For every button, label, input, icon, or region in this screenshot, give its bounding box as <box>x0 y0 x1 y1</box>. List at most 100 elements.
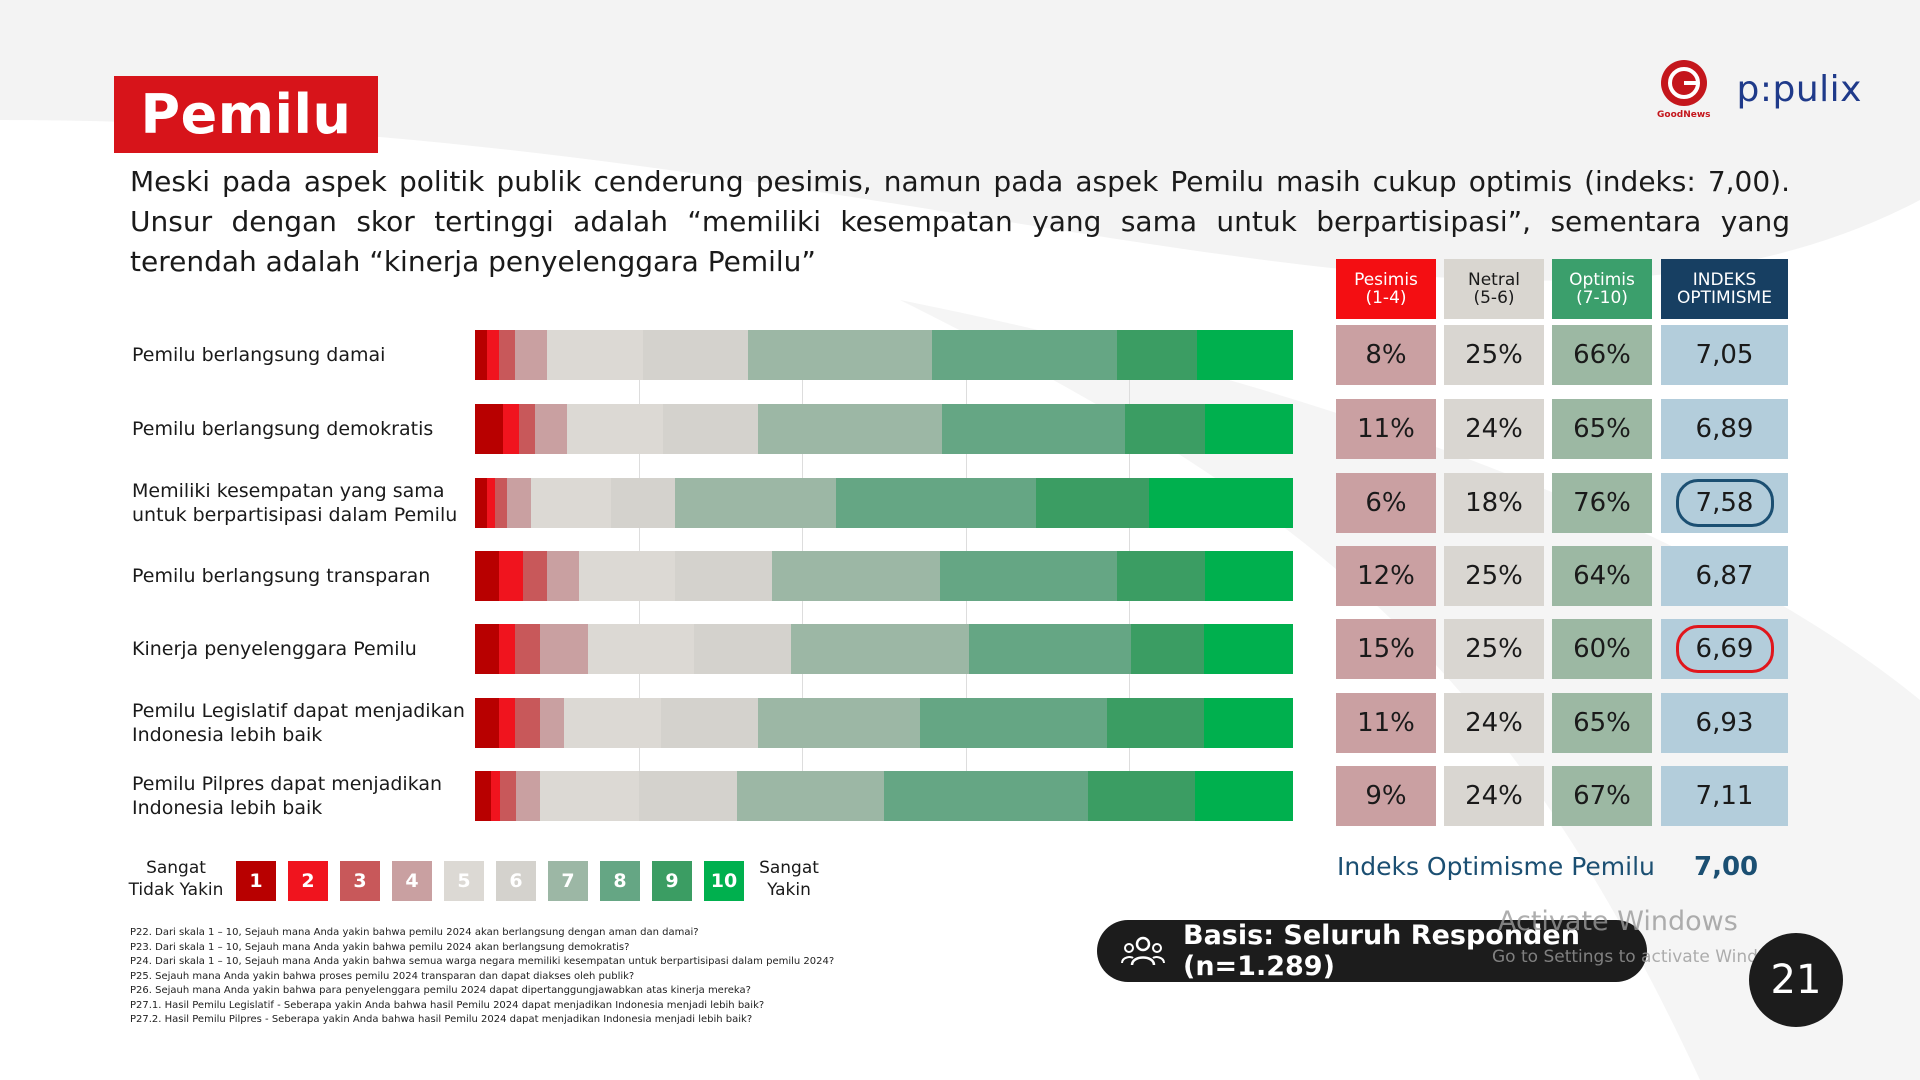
bar-segment-2 <box>499 698 516 748</box>
basis-text: Basis: Seluruh Responden (n=1.289) <box>1183 920 1580 982</box>
bar-segment-6 <box>638 771 737 821</box>
bar-segment-4 <box>515 330 548 380</box>
row-label: Pemilu Pilpres dapat menjadikan Indonesia… <box>132 771 472 821</box>
legend-right-line: Sangat <box>759 858 819 878</box>
bar-segment-1 <box>475 478 488 528</box>
bar-segment-7 <box>771 551 941 601</box>
header-text: OPTIMISME <box>1677 288 1772 308</box>
cell-value: 25% <box>1465 634 1523 664</box>
bar-segment-5 <box>588 624 694 674</box>
bar-row <box>475 624 1293 674</box>
row-label-line: Pemilu berlangsung damai <box>132 344 386 366</box>
activate-windows-watermark: Activate Windows <box>1498 906 1738 937</box>
bar-segment-10 <box>1148 478 1293 528</box>
cell-netral: 25% <box>1444 325 1544 385</box>
bar-row <box>475 698 1293 748</box>
bar-segment-7 <box>758 698 921 748</box>
cell-value: 66% <box>1573 340 1631 370</box>
cell-netral: 25% <box>1444 546 1544 606</box>
cell-value: 6,87 <box>1695 561 1754 591</box>
header-text: (5-6) <box>1473 288 1515 308</box>
bar-segment-2 <box>499 551 524 601</box>
bar-segment-6 <box>611 478 676 528</box>
basis-badge: Basis: Seluruh Responden (n=1.289) <box>1097 920 1647 982</box>
bar-segment-1 <box>475 624 500 674</box>
header-indeks: INDEKS OPTIMISME <box>1661 259 1788 319</box>
bar-segment-7 <box>736 771 884 821</box>
bar-segment-9 <box>1106 698 1204 748</box>
logos: GoodNews p:pulix <box>1657 58 1862 120</box>
legend-box-4: 4 <box>392 861 432 901</box>
bar-segment-8 <box>969 624 1131 674</box>
cell-indeks: 7,11 <box>1661 766 1788 826</box>
goodnews-logo-text: GoodNews <box>1657 110 1711 120</box>
cell-value: 18% <box>1465 488 1523 518</box>
cell-value: 25% <box>1465 340 1523 370</box>
summary-value: 7,00 <box>1694 852 1759 882</box>
bar-segment-9 <box>1130 624 1204 674</box>
cell-value: 67% <box>1573 781 1631 811</box>
cell-indeks: 6,89 <box>1661 399 1788 459</box>
cell-indeks: 6,69 <box>1661 619 1788 679</box>
bar-segment-2 <box>491 771 500 821</box>
bar-segment-3 <box>523 551 548 601</box>
populix-logo: p:pulix <box>1736 68 1862 110</box>
bar-segment-8 <box>941 404 1126 454</box>
row-label-line: Memiliki kesempatan yang sama <box>132 480 445 502</box>
cell-pesimis: 12% <box>1336 546 1436 606</box>
row-label-line: Pemilu berlangsung transparan <box>132 565 431 587</box>
bar-segment-6 <box>643 330 748 380</box>
legend-box-8: 8 <box>600 861 640 901</box>
footnote: P27.2. Hasil Pemilu Pilpres - Seberapa y… <box>130 1014 753 1025</box>
bar-segment-5 <box>531 478 612 528</box>
legend-box-3: 3 <box>340 861 380 901</box>
legend-right-text: Sangat Yakin <box>752 857 826 901</box>
bar-segment-10 <box>1204 551 1293 601</box>
cell-value: 6,89 <box>1695 414 1754 444</box>
header-text: Netral <box>1468 270 1520 290</box>
cell-optimis: 65% <box>1552 399 1652 459</box>
row-label: Pemilu berlangsung damai <box>132 330 472 380</box>
bar-segment-10 <box>1196 330 1293 380</box>
cell-indeks: 7,05 <box>1661 325 1788 385</box>
bar-segment-7 <box>675 478 836 528</box>
bar-segment-6 <box>662 404 759 454</box>
bar-segment-2 <box>487 478 496 528</box>
cell-pesimis: 15% <box>1336 619 1436 679</box>
footnote: P24. Dari skala 1 – 10, Sejauh mana Anda… <box>130 956 835 967</box>
highest-index-highlight: 7,58 <box>1675 479 1774 527</box>
bar-segment-8 <box>835 478 1037 528</box>
cell-pesimis: 8% <box>1336 325 1436 385</box>
bar-segment-9 <box>1125 404 1206 454</box>
bar-segment-7 <box>790 624 970 674</box>
cell-value: 12% <box>1357 561 1415 591</box>
stacked-bar-chart <box>475 330 1293 821</box>
bar-segment-10 <box>1194 771 1293 821</box>
bar-segment-10 <box>1203 698 1293 748</box>
bar-segment-2 <box>499 624 516 674</box>
header-text: (7-10) <box>1576 288 1628 308</box>
row-label: Memiliki kesempatan yang sama untuk berpa… <box>132 478 472 528</box>
bar-segment-1 <box>475 551 500 601</box>
cell-optimis: 76% <box>1552 473 1652 533</box>
bar-segment-4 <box>547 551 580 601</box>
row-label-line: Kinerja penyelenggara Pemilu <box>132 638 417 660</box>
cell-value: 64% <box>1573 561 1631 591</box>
row-label-line: Pemilu berlangsung demokratis <box>132 418 434 440</box>
footnote: P22. Dari skala 1 – 10, Sejauh mana Anda… <box>130 927 699 938</box>
header-optimis: Optimis (7-10) <box>1552 259 1652 319</box>
cell-value: 11% <box>1357 708 1415 738</box>
cell-pesimis: 6% <box>1336 473 1436 533</box>
cell-value: 24% <box>1465 708 1523 738</box>
header-text: INDEKS <box>1692 270 1757 290</box>
bar-segment-5 <box>547 330 644 380</box>
cell-value: 65% <box>1573 414 1631 444</box>
bar-segment-1 <box>475 330 488 380</box>
summary-label: Indeks Optimisme Pemilu <box>1337 852 1655 881</box>
cell-value: 15% <box>1357 634 1415 664</box>
legend-right-line: Yakin <box>767 880 811 900</box>
row-label: Pemilu berlangsung transparan <box>132 551 472 601</box>
cell-netral: 18% <box>1444 473 1544 533</box>
bar-segment-4 <box>539 624 589 674</box>
bar-segment-9 <box>1088 771 1195 821</box>
